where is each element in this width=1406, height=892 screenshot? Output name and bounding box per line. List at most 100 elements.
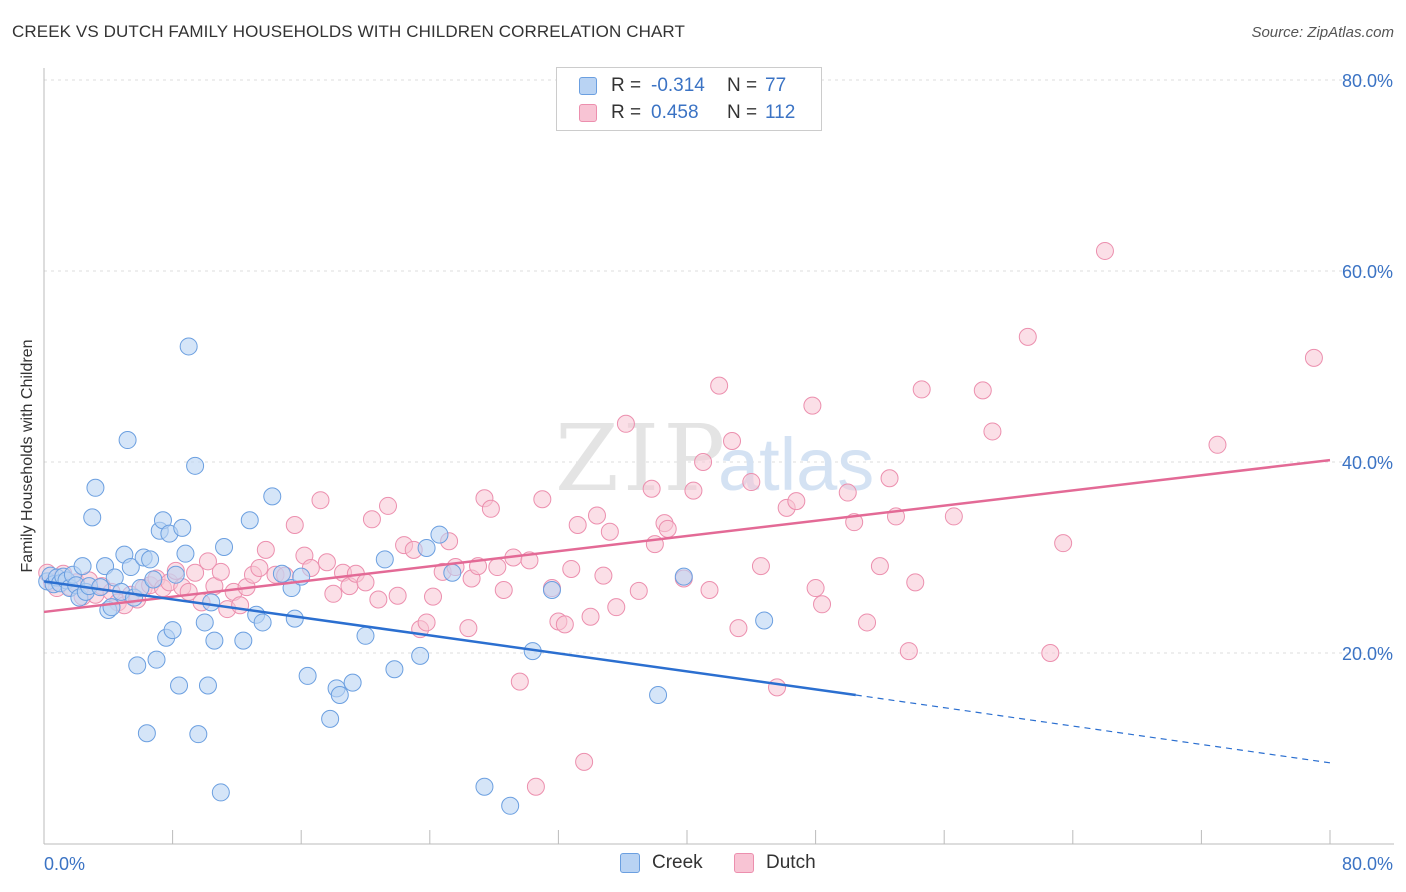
dutch-point [198,552,217,571]
creek-points [38,337,774,815]
dutch-point [803,396,822,415]
legend-row-creek: R = -0.314 N = 77 [579,73,786,99]
creek-point [755,611,774,630]
dutch-point [488,558,507,577]
dutch-point [510,672,529,691]
creek-point [330,686,349,705]
creek-swatch [579,77,597,95]
creek-point [163,621,182,640]
x-tick-label: 80.0% [1342,854,1393,874]
dutch-point [642,479,661,498]
trend-lines [43,458,1331,764]
dutch-point [813,595,832,614]
creek-point [86,478,105,497]
creek-point [102,598,121,617]
legend-r-label: R = [611,75,642,96]
y-tick-label: 80.0% [1342,71,1393,91]
creek-point [170,676,189,695]
creek-trend-extension [855,694,1331,764]
tick-labels: 20.0% 40.0% 60.0% 80.0% 0.0% 80.0% [44,71,1393,874]
dutch-point [658,519,677,538]
creek-point [272,564,291,583]
creek-point [253,613,272,632]
dutch-point [587,506,606,525]
dutch-point [481,499,500,518]
legend-label-creek: Creek [652,852,703,873]
creek-point [147,650,166,669]
dutch-point [768,678,787,697]
creek-point [443,563,462,582]
y-tick-label: 40.0% [1342,453,1393,473]
creek-point [202,593,221,612]
legend-n-value: 112 [765,102,796,123]
chart-title: CREEK VS DUTCH FAMILY HOUSEHOLDS WITH CH… [12,22,685,41]
creek-point [385,660,404,679]
creek-point [83,508,102,527]
dutch-point [1208,435,1227,454]
creek-point [375,550,394,569]
creek-point [73,557,92,576]
dutch-point [356,573,375,592]
creek-point [240,511,259,530]
legend-r-label: R = [611,102,642,123]
creek-point [542,580,561,599]
axes [43,68,1394,845]
dutch-point [600,522,619,541]
dutch-point [983,422,1002,441]
legend-n-value: 77 [765,75,787,96]
dutch-point [751,557,770,576]
grid-lines [44,79,1394,654]
creek-point [411,646,430,665]
dutch-point [494,580,513,599]
dutch-points [38,241,1323,796]
legend-row-dutch: R = 0.458 N = 112 [579,100,795,126]
y-tick-label: 60.0% [1342,262,1393,282]
dutch-point [729,619,748,638]
dutch-point [806,579,825,598]
dutch-point [723,431,742,450]
dutch-point [369,590,388,609]
dutch-point [1018,327,1037,346]
dutch-point [424,587,443,606]
dutch-swatch [734,853,754,873]
dutch-point [912,380,931,399]
legend: R = -0.314 N = 77 R = 0.458 N = 112 [556,67,822,131]
dutch-point [858,613,877,632]
creek-point [263,487,282,506]
creek-point [285,609,304,628]
watermark: ZIP atlas [555,405,874,512]
dutch-point [186,563,205,582]
creek-point [430,525,449,544]
dutch-point [575,752,594,771]
legend-n-label: N = [727,102,758,123]
dutch-point [388,586,407,605]
creek-point [674,567,693,586]
dutch-point [555,615,574,634]
creek-point [321,709,340,728]
dutch-point [899,642,918,661]
legend-n-label: N = [727,75,758,96]
dutch-point [231,596,250,615]
dutch-point [710,376,729,395]
creek-point [128,656,147,675]
creek-point [137,724,156,743]
dutch-point [250,559,269,578]
dutch-point [285,516,304,535]
dutch-point [700,580,719,599]
dutch-point [838,483,857,502]
creek-swatch [620,853,640,873]
creek-point [205,631,224,650]
creek-point [144,570,163,589]
creek-point [189,725,208,744]
dutch-point [742,473,761,492]
creek-point [118,431,137,450]
dutch-point [607,598,626,617]
dutch-point [1304,348,1323,367]
creek-point [186,456,205,475]
dutch-point [256,540,275,559]
dutch-point [362,510,381,529]
creek-point [475,777,494,796]
legend-label-dutch: Dutch [766,852,816,873]
dutch-point [880,469,899,488]
creek-point [166,565,185,584]
